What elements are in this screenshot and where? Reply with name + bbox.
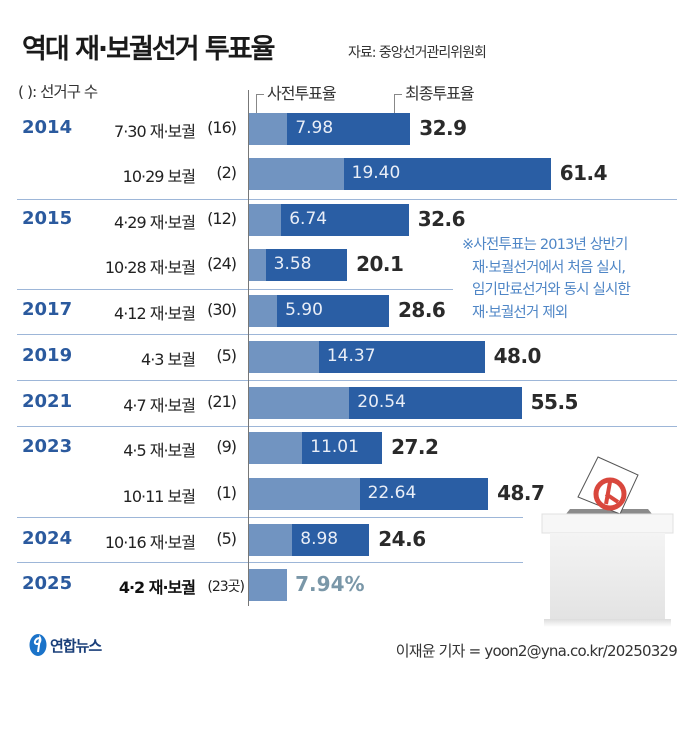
row-district-count: (5) (216, 529, 237, 548)
row-year: 2015 (22, 208, 73, 229)
early-turnout-label: 22.64 (367, 483, 417, 503)
early-turnout-bar (248, 204, 282, 236)
early-turnout-label: 11.01 (310, 437, 359, 457)
row-district-count: (2) (216, 163, 237, 182)
legend-early-label: 사전투표율 (267, 84, 337, 103)
yonhap-logo-text: 연합뉴스 (50, 636, 102, 655)
final-turnout-label: 61.4 (559, 161, 608, 185)
final-turnout-label: 48.0 (493, 344, 542, 368)
row-election: 4·7 재·보궐 (123, 396, 196, 415)
row-election: 10·29 보궐 (122, 167, 196, 186)
early-turnout-label: 5.90 (285, 300, 323, 320)
final-turnout-label: 24.6 (378, 527, 426, 551)
row-separator (17, 517, 523, 518)
early-turnout-bar (248, 569, 288, 601)
row-year: 2017 (22, 299, 73, 320)
count-note: ( ): 선거구 수 (18, 83, 98, 101)
row-separator (17, 289, 453, 290)
row-district-count: (9) (216, 437, 237, 456)
final-turnout-label: 32.6 (417, 207, 466, 231)
row-separator (17, 334, 677, 335)
early-turnout-bar (248, 158, 344, 190)
final-turnout-label: 28.6 (397, 298, 446, 322)
page-title: 역대 재·보궐선거 투표율 (22, 34, 275, 65)
early-turnout-label: 7.94% (295, 572, 365, 596)
row-year: 2019 (22, 345, 73, 366)
byline: 이재윤 기자 = yoon2@yna.co.kr/20250329 (395, 642, 678, 660)
final-turnout-label: 27.2 (391, 435, 439, 459)
ballot-paper-icon (577, 456, 639, 515)
row-year: 2021 (22, 391, 73, 412)
row-year: 2014 (22, 117, 73, 138)
footnote-line: 재·보궐선거에서 처음 실시, (472, 259, 626, 276)
row-election: 4·12 재·보궐 (114, 304, 196, 323)
early-turnout-bar (248, 295, 278, 327)
row-district-count: (21) (207, 392, 237, 411)
legend-final-label: 최종투표율 (405, 84, 475, 103)
final-turnout-label: 32.9 (419, 116, 467, 140)
row-election: 4·5 재·보궐 (123, 441, 196, 460)
row-district-count: (23곳) (207, 579, 245, 595)
row-election: 4·3 보궐 (141, 350, 196, 369)
yonhap-logo-icon (29, 634, 47, 656)
row-separator (17, 199, 677, 200)
row-district-count: (1) (216, 483, 237, 502)
row-election: 10·28 재·보궐 (104, 258, 196, 277)
final-turnout-label: 20.1 (356, 252, 404, 276)
row-election: 4·29 재·보궐 (114, 213, 196, 232)
early-turnout-label: 6.74 (289, 209, 328, 229)
early-turnout-label: 7.98 (295, 118, 334, 138)
early-turnout-bar (248, 387, 350, 419)
source-label: 자료: 중앙선거관리위원회 (348, 45, 487, 61)
early-turnout-bar (248, 478, 360, 510)
final-turnout-label: 48.7 (497, 481, 545, 505)
footnote-line: 임기만료선거와 동시 실시한 (472, 282, 631, 298)
early-turnout-label: 19.40 (351, 163, 401, 183)
row-district-count: (24) (207, 254, 237, 273)
row-election: 4·2 재·보궐 (118, 578, 196, 597)
early-turnout-label: 14.37 (326, 346, 376, 366)
row-district-count: (16) (207, 118, 237, 137)
footnote-line: 재·보궐선거 제외 (472, 304, 568, 321)
legend-early-bracket (256, 94, 257, 122)
ballot-box-illustration (541, 456, 674, 627)
final-turnout-label: 55.5 (530, 390, 579, 414)
early-turnout-bar (248, 341, 319, 373)
row-election: 10·11 보궐 (122, 487, 196, 506)
legend-early-bracket-top (256, 94, 264, 95)
row-district-count: (30) (207, 300, 237, 319)
early-turnout-bar (248, 113, 288, 145)
legend-final-bracket (394, 94, 395, 122)
row-district-count: (5) (216, 346, 237, 365)
yonhap-logo: 연합뉴스 (28, 633, 102, 657)
row-year: 2024 (22, 528, 73, 549)
row-separator (17, 426, 677, 427)
legend-final-bracket-top (394, 94, 402, 95)
early-turnout-bar (248, 249, 266, 281)
row-election: 10·16 재·보궐 (104, 533, 196, 552)
early-turnout-label: 8.98 (300, 529, 339, 549)
row-election: 7·30 재·보궐 (114, 122, 196, 141)
axis-line (248, 90, 249, 606)
early-turnout-bar (248, 524, 293, 556)
footnote: ※사전투표는 2013년 상반기 재·보궐선거에서 처음 실시, 임기만료선거와… (462, 234, 631, 324)
early-turnout-bar (248, 432, 303, 464)
early-turnout-label: 3.58 (273, 254, 312, 274)
row-district-count: (12) (207, 209, 237, 228)
row-separator (17, 562, 523, 563)
row-year: 2025 (22, 573, 73, 594)
row-year: 2023 (22, 436, 73, 457)
row-separator (17, 380, 677, 381)
footnote-line: ※사전투표는 2013년 상반기 (462, 237, 628, 253)
early-turnout-label: 20.54 (357, 392, 406, 412)
